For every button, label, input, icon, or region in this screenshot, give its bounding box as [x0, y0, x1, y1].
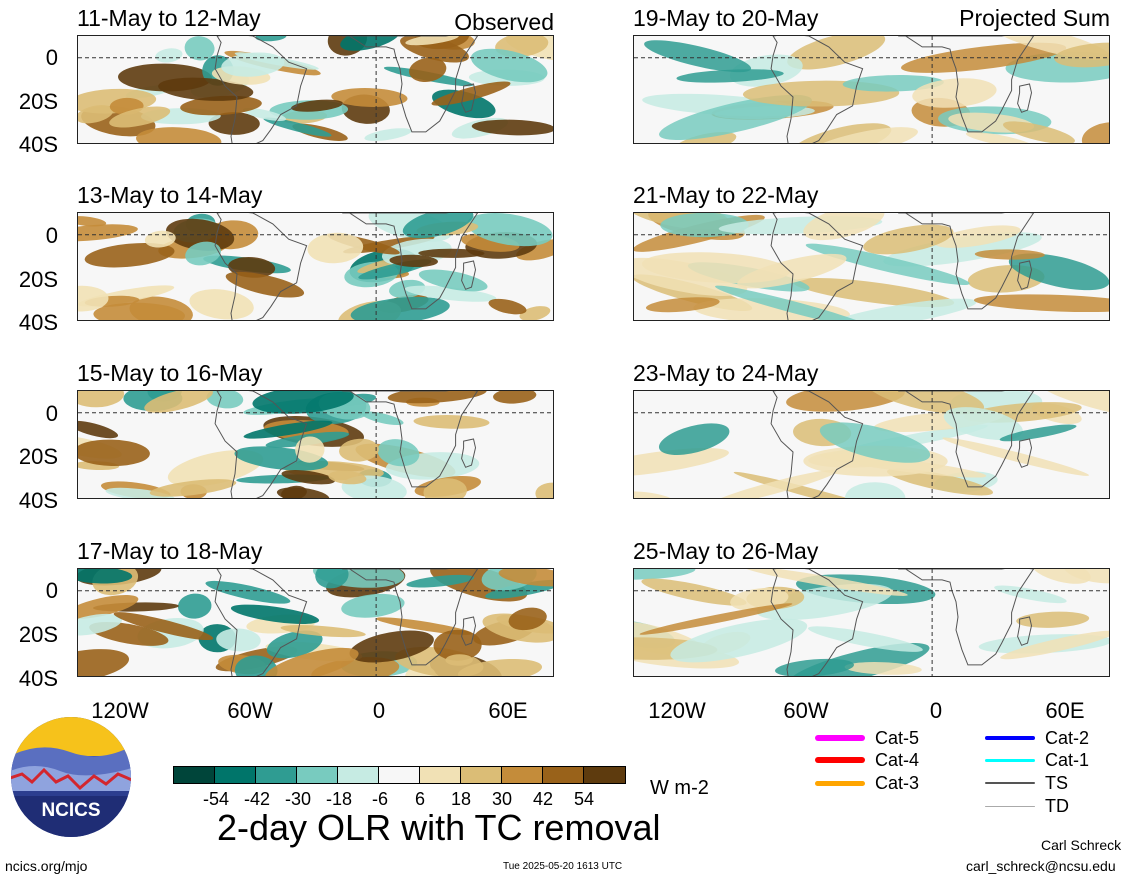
tc-line-td — [985, 805, 1035, 807]
lat-label-40s-p3: 40S — [18, 488, 58, 513]
footer-site: ncics.org/mjo — [5, 858, 88, 874]
observed-map-4 — [77, 568, 554, 677]
colorbar-swatch-5 — [337, 766, 379, 784]
lat-label-20s-p1: 20S — [18, 89, 58, 114]
tc-label-cat1: Cat-1 — [1045, 750, 1090, 770]
projected-panel-4-title: 25-May to 26-May — [633, 538, 819, 564]
tc-legend-td: TD — [985, 796, 1069, 816]
colorbar-tick-4: -18 — [325, 789, 352, 809]
lon-label-60w-left: 60W — [227, 698, 273, 723]
tc-label-cat5: Cat-5 — [875, 728, 920, 748]
tc-line-cat4 — [815, 757, 865, 763]
logo-text: NCICS — [41, 800, 100, 821]
colorbar-swatch-4 — [296, 766, 338, 784]
lon-label-120w-right: 120W — [648, 698, 706, 723]
lon-label-0-right: 0 — [929, 698, 943, 723]
lat-label-40s-p1: 40S — [18, 132, 58, 157]
projected-map-1 — [633, 35, 1110, 144]
tc-legend-cat4: Cat-4 — [815, 750, 919, 770]
tc-legend-cat2: Cat-2 — [985, 728, 1089, 748]
ncics-logo: NCICS — [11, 717, 131, 837]
colorbar-swatch-11 — [583, 766, 626, 784]
colorbar-tick-2: -42 — [243, 789, 270, 809]
lat-label-0-p3: 0 — [45, 401, 58, 426]
footer-timestamp: Tue 2025-05-20 1613 UTC — [503, 861, 623, 872]
observed-panel-3-title: 15-May to 16-May — [77, 360, 263, 386]
observed-tag: Observed — [454, 9, 554, 35]
lat-label-0-p4: 0 — [45, 578, 58, 603]
colorbar-swatch-1 — [173, 766, 215, 784]
observed-panel-2-title: 13-May to 14-May — [77, 182, 263, 208]
observed-panel-4-title: 17-May to 18-May — [77, 538, 263, 564]
colorbar-swatch-7 — [419, 766, 461, 784]
lon-label-0-left: 0 — [372, 698, 386, 723]
observed-map-3 — [77, 390, 554, 499]
lat-label-40s-p4: 40S — [18, 666, 58, 691]
colorbar-tick-8: 30 — [491, 789, 513, 809]
footer-author: Carl Schreck — [1041, 837, 1122, 853]
observed-panel-1-title: 11-May to 12-May — [77, 5, 261, 31]
colorbar-swatch-6 — [378, 766, 420, 784]
lat-label-20s-p2: 20S — [18, 267, 58, 292]
colorbar-tick-10: 54 — [573, 789, 595, 809]
tc-line-cat2 — [985, 736, 1035, 740]
projected-panel-1-title: 19-May to 20-May — [633, 5, 819, 31]
colorbar-swatch-9 — [501, 766, 543, 784]
tc-line-cat1 — [985, 758, 1035, 762]
tc-line-cat5 — [815, 735, 865, 741]
lat-label-20s-p3: 20S — [18, 444, 58, 469]
projected-tag: Projected Sum — [959, 5, 1110, 31]
colorbar-swatch-10 — [542, 766, 584, 784]
observed-map-1 — [77, 35, 554, 144]
colorbar-tick-5: -6 — [371, 789, 388, 809]
lon-label-60w-right: 60W — [783, 698, 829, 723]
colorbar-tick-1: -54 — [202, 789, 229, 809]
colorbar-units: W m-2 — [650, 777, 709, 799]
tc-label-ts: TS — [1045, 773, 1069, 793]
tc-label-cat3: Cat-3 — [875, 773, 920, 793]
lat-label-0-p1: 0 — [45, 45, 58, 70]
tc-legend-cat5: Cat-5 — [815, 728, 919, 748]
colorbar-tick-9: 42 — [532, 789, 554, 809]
tc-legend-cat1: Cat-1 — [985, 750, 1089, 770]
colorbar-tick-6: 6 — [414, 789, 425, 809]
colorbar-swatch-2 — [214, 766, 256, 784]
colorbar-swatch-3 — [255, 766, 297, 784]
lon-label-120w-left: 120W — [91, 698, 149, 723]
projected-panel-2-title: 21-May to 22-May — [633, 182, 819, 208]
lat-label-0-p2: 0 — [45, 223, 58, 248]
tc-label-cat2: Cat-2 — [1045, 728, 1090, 748]
main-title: 2-day OLR with TC removal — [217, 807, 661, 848]
footer-email: carl_schreck@ncsu.edu — [966, 858, 1116, 874]
tc-line-cat3 — [815, 780, 865, 786]
tc-legend-ts: TS — [985, 773, 1068, 793]
colorbar-swatch-8 — [460, 766, 502, 784]
tc-label-td: TD — [1045, 796, 1069, 816]
projected-panel-3-title: 23-May to 24-May — [633, 360, 819, 386]
lat-label-20s-p4: 20S — [18, 622, 58, 647]
tc-line-ts — [985, 782, 1035, 784]
lat-label-40s-p2: 40S — [18, 310, 58, 335]
lon-label-60e-left: 60E — [488, 698, 528, 723]
colorbar-tick-3: -30 — [284, 789, 311, 809]
lon-label-60e-right: 60E — [1045, 698, 1085, 723]
projected-map-3 — [633, 390, 1110, 499]
projected-map-2 — [633, 212, 1110, 321]
tc-legend-cat3: Cat-3 — [815, 773, 919, 793]
observed-map-2 — [77, 212, 554, 321]
projected-map-4 — [633, 568, 1110, 677]
colorbar-tick-7: 18 — [450, 789, 472, 809]
tc-label-cat4: Cat-4 — [875, 750, 920, 770]
